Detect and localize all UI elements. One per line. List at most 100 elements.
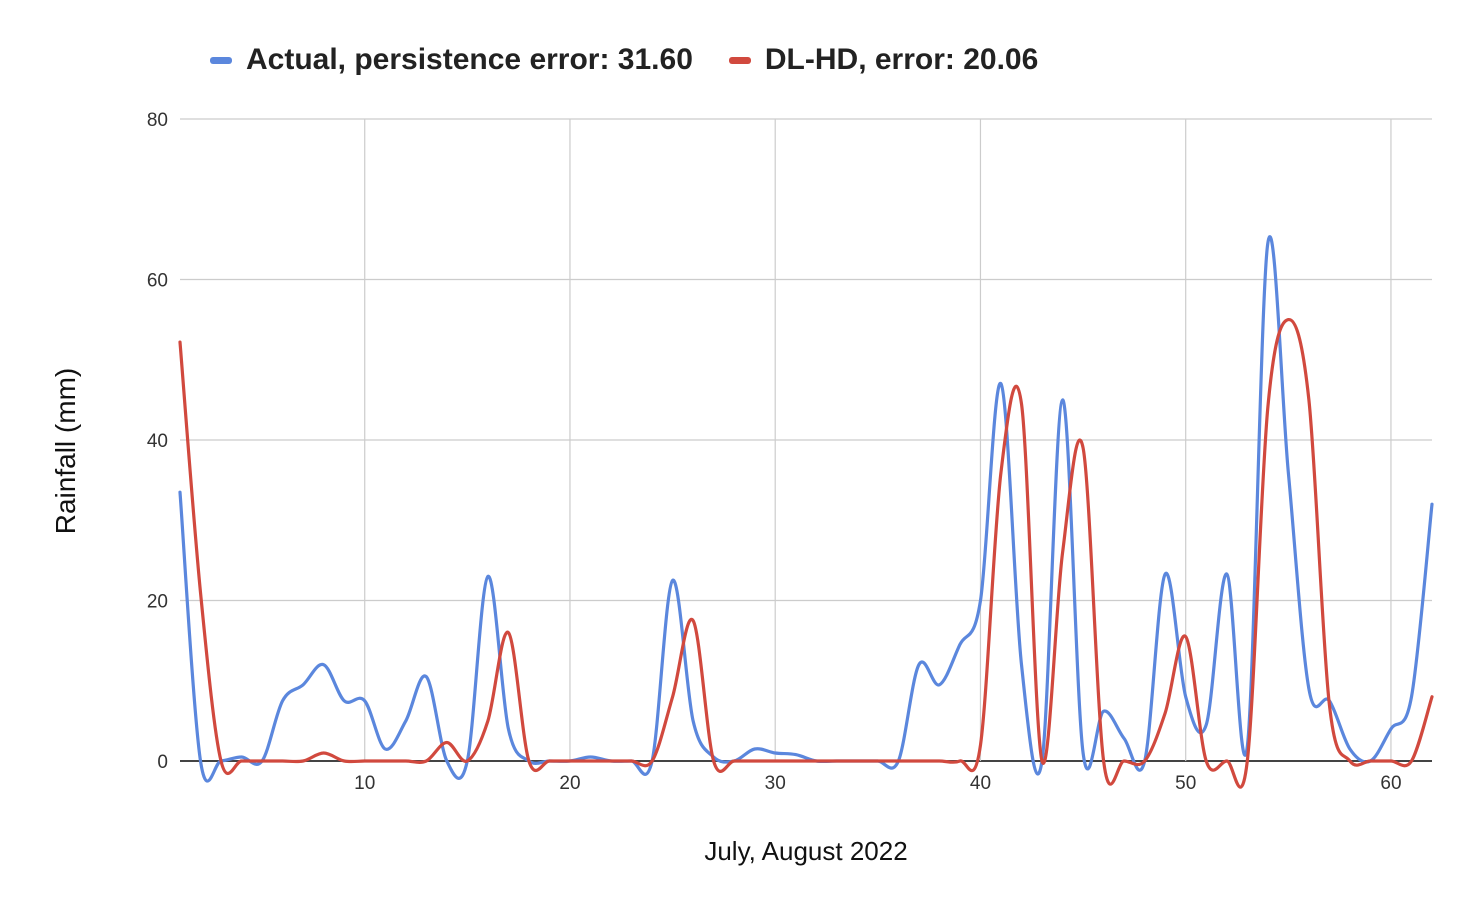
data-point-dl-hd[interactable] bbox=[1243, 757, 1251, 765]
data-point-actual[interactable] bbox=[1408, 693, 1416, 701]
data-point-dl-hd[interactable] bbox=[361, 757, 369, 765]
data-point-dl-hd[interactable] bbox=[340, 757, 348, 765]
data-point-dl-hd[interactable] bbox=[1428, 693, 1436, 701]
data-point-dl-hd[interactable] bbox=[238, 757, 246, 765]
data-point-actual[interactable] bbox=[1428, 500, 1436, 508]
data-point-dl-hd[interactable] bbox=[1141, 757, 1149, 765]
data-point-dl-hd[interactable] bbox=[1161, 709, 1169, 717]
data-point-dl-hd[interactable] bbox=[894, 757, 902, 765]
data-point-dl-hd[interactable] bbox=[1387, 757, 1395, 765]
data-point-dl-hd[interactable] bbox=[997, 468, 1005, 476]
data-point-dl-hd[interactable] bbox=[689, 617, 697, 625]
data-point-actual[interactable] bbox=[915, 661, 923, 669]
data-point-actual[interactable] bbox=[484, 572, 492, 580]
data-point-actual[interactable] bbox=[977, 597, 985, 605]
data-point-actual[interactable] bbox=[422, 673, 430, 681]
data-point-dl-hd[interactable] bbox=[792, 757, 800, 765]
data-point-actual[interactable] bbox=[381, 745, 389, 753]
data-point-actual[interactable] bbox=[320, 661, 328, 669]
data-point-dl-hd[interactable] bbox=[299, 757, 307, 765]
data-point-dl-hd[interactable] bbox=[504, 629, 512, 637]
data-point-actual[interactable] bbox=[1202, 721, 1210, 729]
data-point-dl-hd[interactable] bbox=[935, 757, 943, 765]
data-point-actual[interactable] bbox=[1100, 707, 1108, 715]
data-point-dl-hd[interactable] bbox=[320, 749, 328, 757]
series-line-dl-hd[interactable] bbox=[178, 318, 1434, 789]
data-point-dl-hd[interactable] bbox=[1079, 444, 1087, 452]
data-point-dl-hd[interactable] bbox=[463, 757, 471, 765]
data-point-actual[interactable] bbox=[1182, 693, 1190, 701]
data-point-actual[interactable] bbox=[340, 697, 348, 705]
data-point-dl-hd[interactable] bbox=[956, 757, 964, 765]
data-point-dl-hd[interactable] bbox=[587, 757, 595, 765]
data-point-dl-hd[interactable] bbox=[422, 757, 430, 765]
data-point-dl-hd[interactable] bbox=[607, 757, 615, 765]
legend-item-actual[interactable]: Actual, persistence error: 31.60 bbox=[210, 43, 693, 77]
data-point-actual[interactable] bbox=[1243, 743, 1251, 751]
data-point-dl-hd[interactable] bbox=[771, 757, 779, 765]
data-point-dl-hd[interactable] bbox=[443, 739, 451, 747]
data-point-dl-hd[interactable] bbox=[853, 757, 861, 765]
data-point-dl-hd[interactable] bbox=[812, 757, 820, 765]
data-point-dl-hd[interactable] bbox=[381, 757, 389, 765]
legend-item-dl-hd[interactable]: DL-HD, error: 20.06 bbox=[728, 43, 1038, 77]
data-point-dl-hd[interactable] bbox=[751, 757, 759, 765]
data-point-actual[interactable] bbox=[504, 725, 512, 733]
data-point-dl-hd[interactable] bbox=[1223, 757, 1231, 765]
data-point-dl-hd[interactable] bbox=[648, 757, 656, 765]
data-point-actual[interactable] bbox=[997, 380, 1005, 388]
data-point-dl-hd[interactable] bbox=[1284, 316, 1292, 324]
data-point-dl-hd[interactable] bbox=[1366, 757, 1374, 765]
data-point-dl-hd[interactable] bbox=[1018, 400, 1026, 408]
data-point-actual[interactable] bbox=[197, 757, 205, 765]
data-point-dl-hd[interactable] bbox=[1182, 633, 1190, 641]
data-point-dl-hd[interactable] bbox=[730, 757, 738, 765]
data-point-dl-hd[interactable] bbox=[1059, 548, 1067, 556]
data-point-dl-hd[interactable] bbox=[1120, 757, 1128, 765]
data-point-dl-hd[interactable] bbox=[217, 757, 225, 765]
data-point-actual[interactable] bbox=[771, 749, 779, 757]
data-point-dl-hd[interactable] bbox=[915, 757, 923, 765]
data-point-dl-hd[interactable] bbox=[833, 757, 841, 765]
data-point-actual[interactable] bbox=[1161, 570, 1169, 578]
data-point-dl-hd[interactable] bbox=[1100, 757, 1108, 765]
data-point-dl-hd[interactable] bbox=[402, 757, 410, 765]
data-point-actual[interactable] bbox=[935, 681, 943, 689]
data-point-actual[interactable] bbox=[1059, 396, 1067, 404]
data-point-dl-hd[interactable] bbox=[874, 757, 882, 765]
data-point-dl-hd[interactable] bbox=[1305, 396, 1313, 404]
data-point-actual[interactable] bbox=[443, 757, 451, 765]
data-point-dl-hd[interactable] bbox=[977, 741, 985, 749]
data-point-actual[interactable] bbox=[689, 717, 697, 725]
data-point-actual[interactable] bbox=[1018, 661, 1026, 669]
data-point-actual[interactable] bbox=[1264, 239, 1272, 247]
data-point-actual[interactable] bbox=[299, 681, 307, 689]
data-point-dl-hd[interactable] bbox=[1408, 757, 1416, 765]
data-point-dl-hd[interactable] bbox=[525, 757, 533, 765]
data-point-actual[interactable] bbox=[1223, 570, 1231, 578]
data-point-dl-hd[interactable] bbox=[1264, 404, 1272, 412]
data-point-actual[interactable] bbox=[279, 697, 287, 705]
data-point-actual[interactable] bbox=[176, 488, 184, 496]
data-point-dl-hd[interactable] bbox=[1325, 701, 1333, 709]
data-point-dl-hd[interactable] bbox=[1346, 757, 1354, 765]
data-point-actual[interactable] bbox=[1305, 685, 1313, 693]
data-point-actual[interactable] bbox=[1346, 745, 1354, 753]
data-point-actual[interactable] bbox=[751, 745, 759, 753]
data-point-dl-hd[interactable] bbox=[1202, 757, 1210, 765]
data-point-dl-hd[interactable] bbox=[279, 757, 287, 765]
data-point-dl-hd[interactable] bbox=[710, 757, 718, 765]
data-point-dl-hd[interactable] bbox=[484, 717, 492, 725]
data-point-actual[interactable] bbox=[1387, 725, 1395, 733]
data-point-dl-hd[interactable] bbox=[176, 338, 184, 346]
data-point-dl-hd[interactable] bbox=[669, 693, 677, 701]
data-point-dl-hd[interactable] bbox=[1038, 757, 1046, 765]
data-point-dl-hd[interactable] bbox=[628, 757, 636, 765]
data-point-dl-hd[interactable] bbox=[197, 589, 205, 597]
data-point-dl-hd[interactable] bbox=[566, 757, 574, 765]
data-point-actual[interactable] bbox=[956, 641, 964, 649]
data-point-actual[interactable] bbox=[1079, 749, 1087, 757]
data-point-actual[interactable] bbox=[361, 697, 369, 705]
data-point-actual[interactable] bbox=[1120, 735, 1128, 743]
data-point-dl-hd[interactable] bbox=[545, 757, 553, 765]
